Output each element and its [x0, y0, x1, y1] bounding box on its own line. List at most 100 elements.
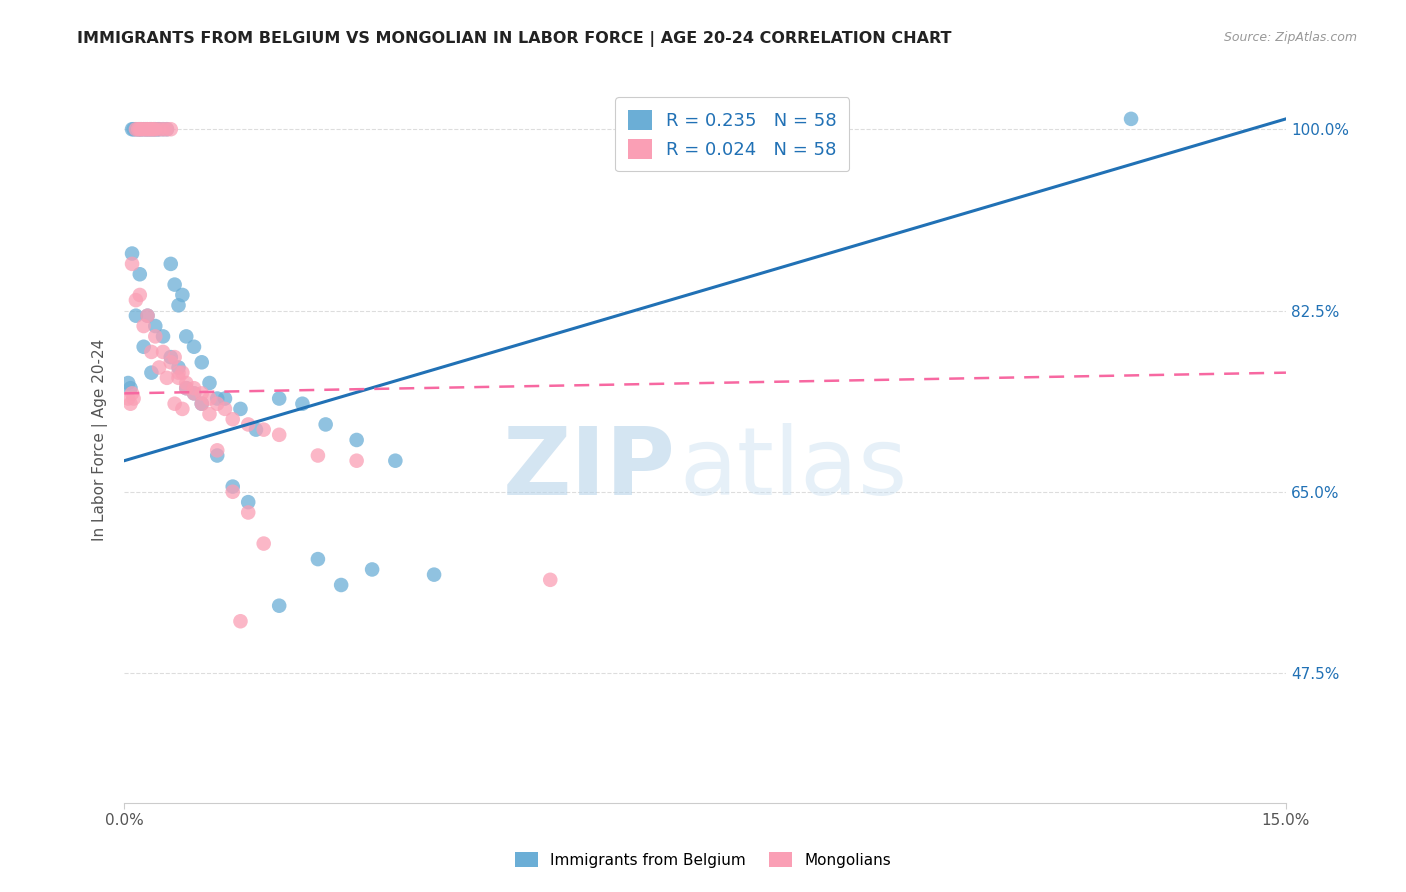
Point [315, 417, 337, 432]
Point [183, 386, 205, 401]
Point [156, 371, 179, 385]
Point [238, 417, 260, 432]
Point [238, 506, 260, 520]
Point [207, 449, 229, 463]
Point [132, 319, 155, 334]
Point [125, 309, 148, 323]
Point [207, 392, 229, 406]
Point [132, 122, 155, 136]
Text: IMMIGRANTS FROM BELGIUM VS MONGOLIAN IN LABOR FORCE | AGE 20-24 CORRELATION CHAR: IMMIGRANTS FROM BELGIUM VS MONGOLIAN IN … [77, 31, 952, 47]
Point [122, 392, 145, 406]
Point [128, 267, 150, 281]
Point [163, 397, 186, 411]
Legend: Immigrants from Belgium, Mongolians: Immigrants from Belgium, Mongolians [509, 846, 897, 873]
Point [190, 397, 212, 411]
Point [238, 495, 260, 509]
Point [159, 122, 181, 136]
Point [174, 381, 197, 395]
Point [136, 309, 159, 323]
Point [346, 453, 368, 467]
Point [384, 453, 406, 467]
Point [139, 122, 162, 136]
Point [190, 397, 212, 411]
Point [346, 433, 368, 447]
Point [307, 552, 329, 566]
Point [128, 288, 150, 302]
Point [198, 407, 221, 421]
Point [190, 386, 212, 401]
Point [172, 366, 194, 380]
Point [122, 122, 145, 136]
Point [120, 397, 142, 411]
Point [135, 122, 157, 136]
Point [117, 376, 139, 390]
Point [136, 309, 159, 323]
Point [183, 381, 205, 395]
Point [143, 122, 166, 136]
Point [128, 122, 150, 136]
Point [269, 392, 291, 406]
Point [163, 350, 186, 364]
Point [1119, 112, 1142, 126]
Point [167, 371, 190, 385]
Point [148, 122, 170, 136]
Point [183, 386, 205, 401]
Point [152, 329, 174, 343]
Point [167, 366, 190, 380]
Point [172, 401, 194, 416]
Text: ZIP: ZIP [503, 423, 676, 515]
Point [207, 397, 229, 411]
Point [245, 423, 267, 437]
Point [174, 381, 197, 395]
Point [538, 573, 561, 587]
Point [141, 122, 163, 136]
Point [361, 562, 384, 576]
Point [269, 427, 291, 442]
Point [121, 386, 143, 401]
Point [120, 381, 142, 395]
Point [125, 293, 148, 307]
Point [253, 423, 276, 437]
Point [143, 329, 166, 343]
Point [207, 443, 229, 458]
Point [148, 122, 170, 136]
Point [269, 599, 291, 613]
Point [141, 345, 163, 359]
Point [174, 329, 197, 343]
Point [141, 122, 163, 136]
Point [222, 484, 245, 499]
Point [128, 122, 150, 136]
Point [156, 122, 179, 136]
Point [143, 122, 166, 136]
Point [291, 397, 314, 411]
Point [307, 449, 329, 463]
Point [156, 122, 179, 136]
Point [121, 246, 143, 260]
Point [222, 412, 245, 426]
Point [198, 376, 221, 390]
Point [121, 122, 143, 136]
Y-axis label: In Labor Force | Age 20-24: In Labor Force | Age 20-24 [93, 339, 108, 541]
Point [139, 122, 162, 136]
Point [229, 401, 252, 416]
Point [132, 340, 155, 354]
Point [146, 122, 169, 136]
Point [174, 376, 197, 390]
Point [159, 350, 181, 364]
Point [125, 122, 148, 136]
Point [142, 122, 165, 136]
Point [253, 536, 276, 550]
Point [132, 122, 155, 136]
Point [222, 480, 245, 494]
Text: atlas: atlas [679, 423, 908, 515]
Point [135, 122, 157, 136]
Point [125, 122, 148, 136]
Point [214, 392, 236, 406]
Point [152, 345, 174, 359]
Point [131, 122, 153, 136]
Point [167, 298, 190, 312]
Point [152, 122, 174, 136]
Point [214, 401, 236, 416]
Point [142, 122, 165, 136]
Point [121, 257, 143, 271]
